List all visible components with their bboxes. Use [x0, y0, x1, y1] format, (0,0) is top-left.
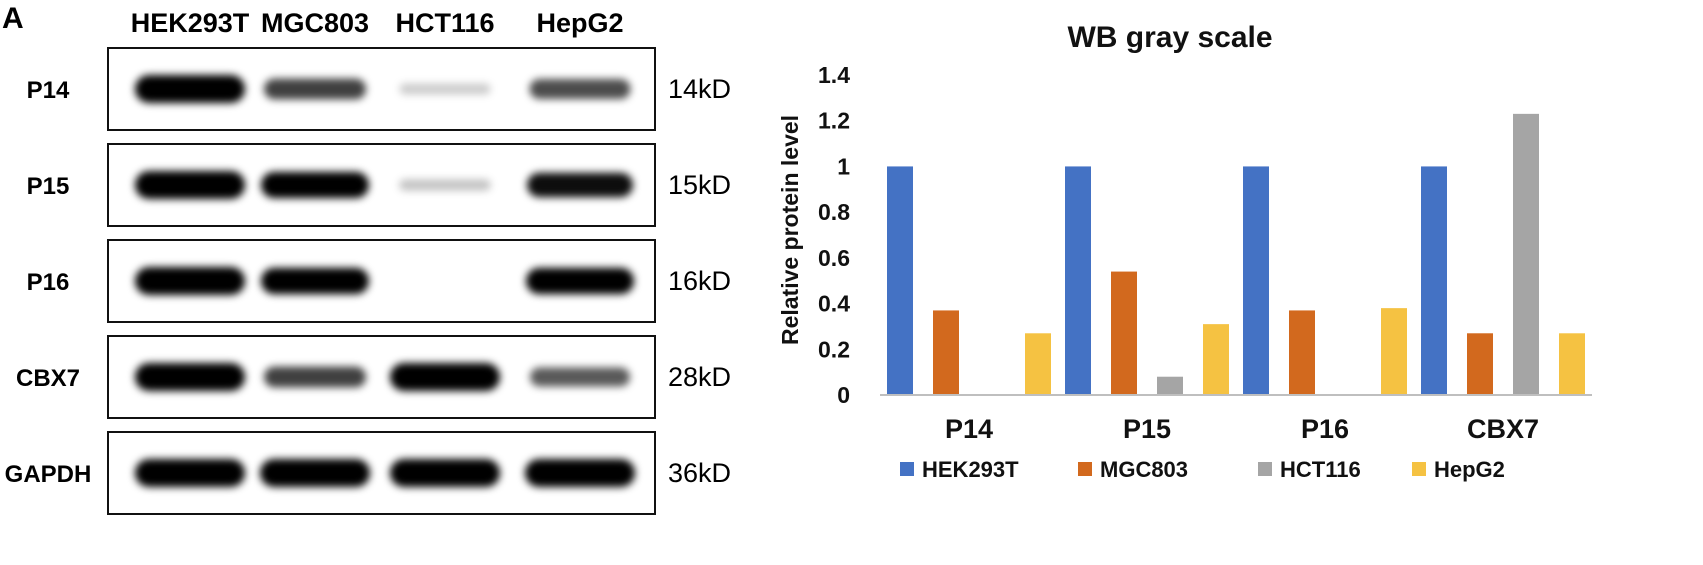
legend-label-hepg2: HepG2 [1434, 457, 1505, 482]
bar-p15-hepg2 [1203, 324, 1229, 395]
y-tick-label: 1 [837, 153, 850, 179]
bar-p15-hct116 [1157, 376, 1183, 395]
legend-swatch-mgc803 [1078, 462, 1092, 476]
blot-band [399, 179, 491, 191]
molecular-weight-label: 15kD [668, 170, 731, 200]
blot-row-label: GAPDH [5, 461, 92, 488]
blot-band [399, 83, 491, 95]
lane-label-hepg2: HepG2 [536, 8, 623, 38]
y-tick-label: 0 [837, 382, 850, 408]
lane-labels: HEK293T MGC803 HCT116 HepG2 [131, 8, 624, 38]
molecular-weight-label: 14kD [668, 74, 731, 104]
molecular-weight-label: 36kD [668, 458, 731, 488]
bar-p16-hepg2 [1381, 308, 1407, 395]
blot-band [527, 172, 633, 198]
western-blot-panel: A HEK293T MGC803 HCT116 HepG2 P14 14kD P15 15k… [2, 2, 731, 515]
blot-row-p16: P16 16kD [27, 239, 731, 323]
legend-label-hek293t: HEK293T [922, 457, 1019, 482]
chart-legend: HEK293T MGC803 HCT116 HepG2 [900, 457, 1505, 482]
y-tick-label: 1.2 [818, 108, 850, 134]
legend-swatch-hct116 [1258, 462, 1272, 476]
y-tick-label: 1.4 [818, 62, 850, 88]
bar-series [887, 113, 1585, 395]
y-tick-label: 0.6 [818, 245, 850, 271]
blot-band [135, 75, 245, 103]
blot-row-label: P16 [27, 269, 70, 296]
bar-cbx7-hepg2 [1559, 333, 1585, 395]
blot-row-p15: P15 15kD [27, 143, 731, 227]
blot-band [390, 459, 500, 487]
molecular-weight-label: 16kD [668, 266, 731, 296]
legend-label-mgc803: MGC803 [1100, 457, 1188, 482]
blot-row-p14: P14 14kD [27, 47, 731, 131]
blot-row-label: P14 [27, 77, 70, 104]
lane-label-hct116: HCT116 [395, 8, 494, 38]
blot-band [390, 363, 500, 391]
lane-label-hek293t: HEK293T [131, 8, 250, 38]
blot-row-label: CBX7 [16, 365, 80, 392]
lane-label-mgc803: MGC803 [261, 8, 369, 38]
blot-band [261, 171, 369, 199]
x-tick-label: CBX7 [1467, 414, 1539, 444]
blot-band [135, 267, 245, 295]
blot-row-gapdh: GAPDH 36kD [5, 431, 731, 515]
molecular-weight-label: 28kD [668, 362, 731, 392]
bar-p15-hek293t [1065, 166, 1091, 395]
blot-band [525, 459, 635, 487]
bar-p14-mgc803 [933, 310, 959, 395]
bar-p14-hek293t [887, 166, 913, 395]
legend-swatch-hek293t [900, 462, 914, 476]
y-tick-label: 0.2 [818, 336, 850, 362]
blot-rows: P14 14kD P15 15kD P16 16kD CBX7 28kD GAPDH 36kD [5, 47, 731, 515]
x-tick-label: P14 [945, 414, 993, 444]
y-tick-label: 0.8 [818, 199, 850, 225]
bar-cbx7-mgc803 [1467, 333, 1493, 395]
blot-band [264, 78, 366, 100]
blot-band [261, 267, 369, 295]
blot-band [529, 79, 631, 99]
legend-label-hct116: HCT116 [1280, 457, 1361, 482]
bar-p15-mgc803 [1111, 271, 1137, 395]
chart-title: WB gray scale [1067, 21, 1272, 54]
bar-p16-hek293t [1243, 166, 1269, 395]
y-axis-label: Relative protein level [777, 115, 803, 345]
blot-band [530, 367, 630, 387]
bar-p16-mgc803 [1289, 310, 1315, 395]
legend-swatch-hepg2 [1412, 462, 1426, 476]
bar-p14-hepg2 [1025, 333, 1051, 395]
blot-band [135, 171, 245, 199]
x-axis-categories: P14 P15 P16 CBX7 [945, 414, 1539, 444]
blot-band [135, 459, 245, 487]
blot-band [260, 459, 370, 487]
x-tick-label: P16 [1301, 414, 1349, 444]
blot-row-label: P15 [27, 173, 70, 200]
bar-cbx7-hct116 [1513, 113, 1539, 395]
x-tick-label: P15 [1123, 414, 1171, 444]
blot-row-cbx7: CBX7 28kD [16, 335, 731, 419]
blot-band [526, 267, 634, 295]
blot-band [264, 366, 366, 388]
bar-cbx7-hek293t [1421, 166, 1447, 395]
blot-band [135, 363, 245, 391]
y-axis-ticks: 0 0.2 0.4 0.6 0.8 1 1.2 1.4 [818, 62, 850, 408]
y-tick-label: 0.4 [818, 291, 850, 317]
panel-letter: A [2, 2, 24, 35]
